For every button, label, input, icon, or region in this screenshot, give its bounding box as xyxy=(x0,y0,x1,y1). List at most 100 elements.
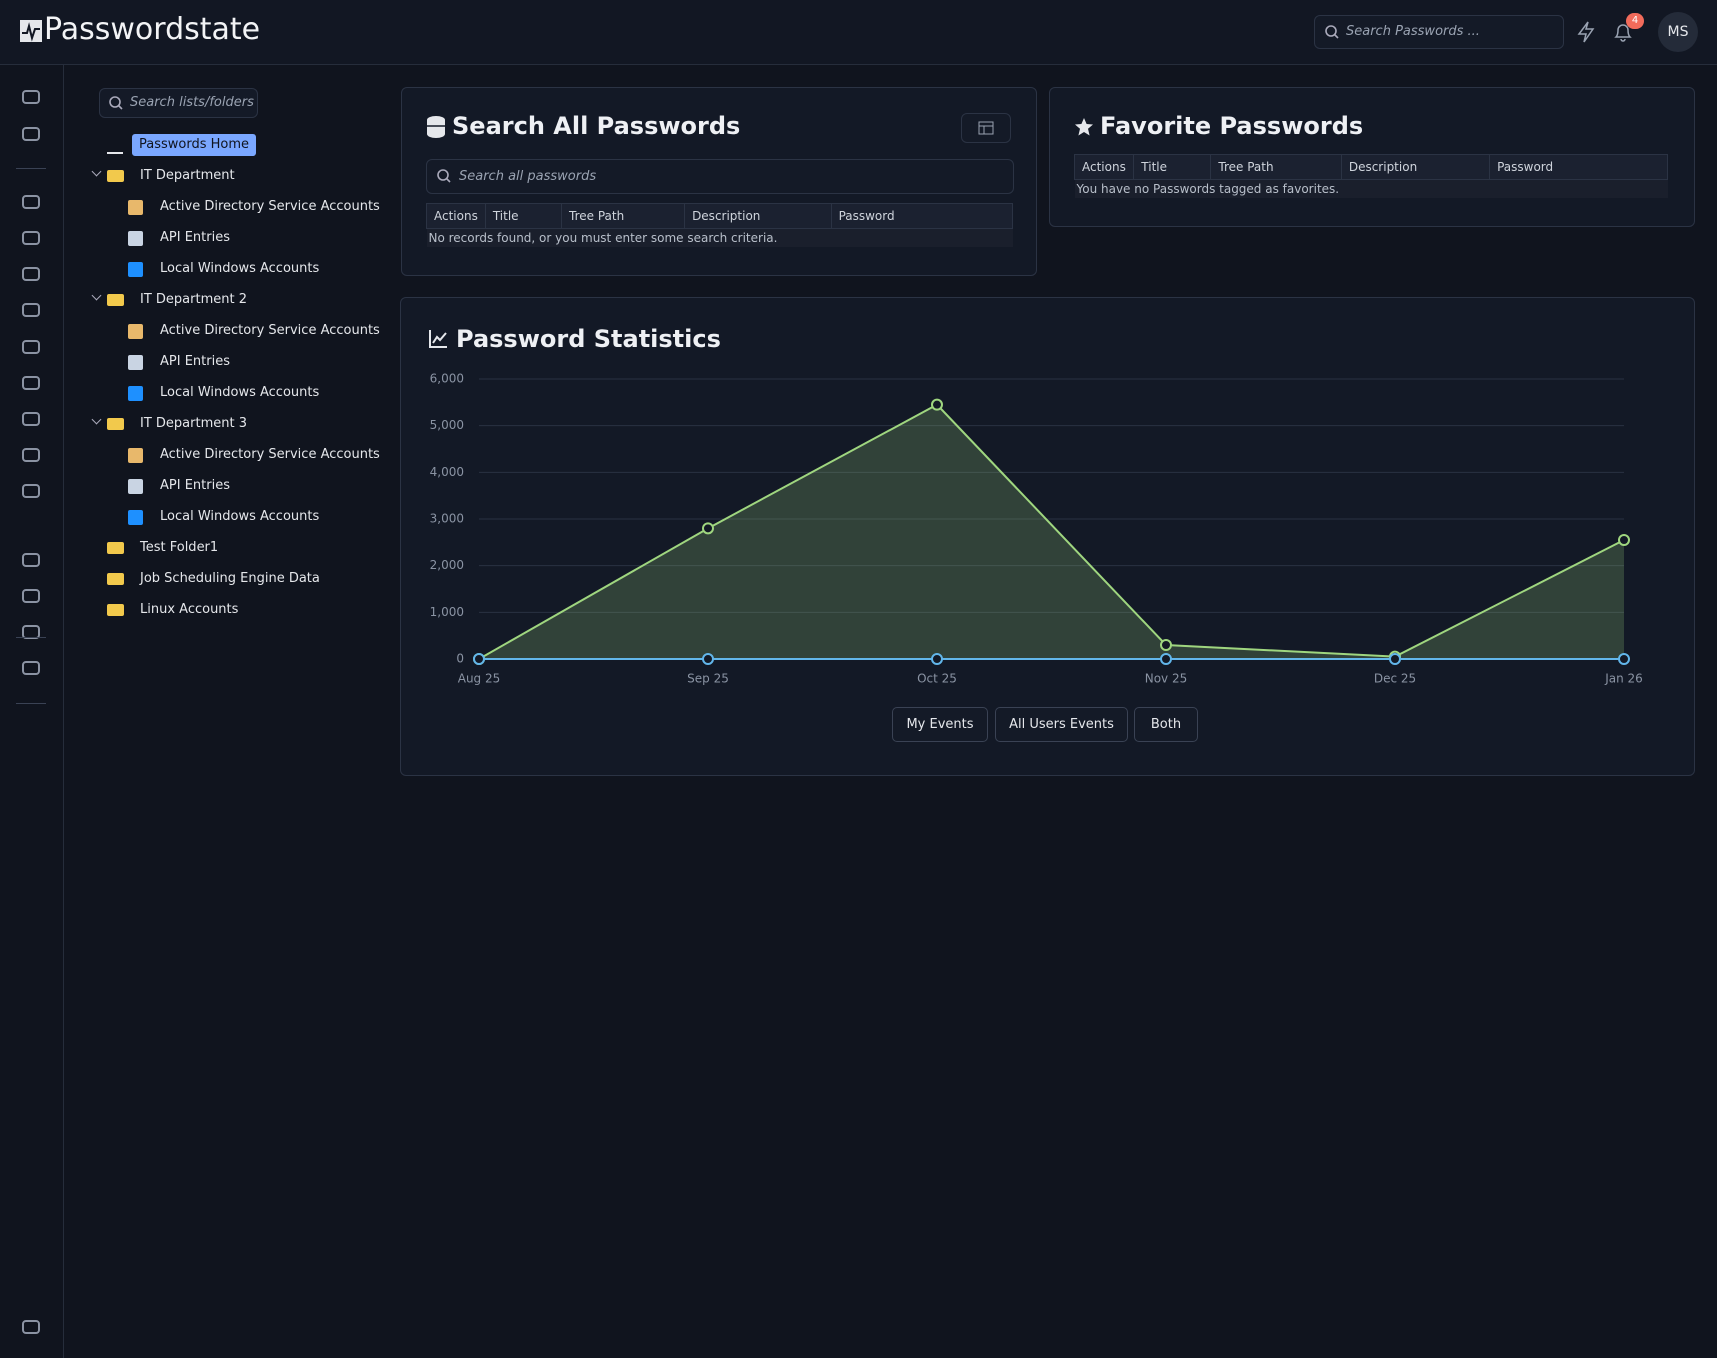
tree-label: Local Windows Accounts xyxy=(160,509,320,524)
nav-icon[interactable] xyxy=(22,340,40,354)
filter-button[interactable]: All Users Events xyxy=(995,707,1128,742)
logo: Passwordstate xyxy=(44,12,261,47)
tree-item[interactable]: Local Windows Accounts xyxy=(63,258,383,280)
point xyxy=(931,653,943,665)
y-tick-label: 1,000 xyxy=(430,605,464,619)
nav-icon[interactable] xyxy=(22,127,40,141)
tree-item[interactable]: IT Department 2 xyxy=(63,289,383,311)
y-tick-label: 4,000 xyxy=(430,465,464,479)
nav-icon[interactable] xyxy=(22,589,40,603)
column-header[interactable]: Title xyxy=(484,203,563,229)
table-header: Actions Title Tree Path Description Password xyxy=(426,203,1014,229)
database-icon xyxy=(427,116,445,138)
tree-label: Active Directory Service Accounts xyxy=(160,323,380,338)
stats-panel: Password Statistics xyxy=(400,297,1695,776)
notification-badge: 4 xyxy=(1626,13,1644,29)
tree-item[interactable]: Local Windows Accounts xyxy=(63,382,383,404)
nav-icon[interactable] xyxy=(22,625,40,639)
tree-item[interactable]: Passwords Home xyxy=(63,134,383,156)
nav-icon[interactable] xyxy=(22,303,40,317)
chart-icon xyxy=(429,330,447,348)
nav-icon[interactable] xyxy=(22,231,40,245)
column-header[interactable]: Description xyxy=(1340,154,1491,180)
divider xyxy=(16,703,46,704)
tree-label: Local Windows Accounts xyxy=(160,261,320,276)
bell-icon[interactable] xyxy=(1612,21,1634,43)
tree-label: IT Department xyxy=(140,168,235,183)
tree-item[interactable]: Active Directory Service Accounts xyxy=(63,196,383,218)
point xyxy=(1618,534,1630,546)
column-header[interactable]: Password xyxy=(1489,154,1668,180)
global-search[interactable]: Search Passwords ... xyxy=(1314,15,1564,49)
folder-icon xyxy=(107,573,124,585)
nav-icon[interactable] xyxy=(22,484,40,498)
column-header[interactable]: Tree Path xyxy=(561,203,686,229)
tree-item[interactable]: Test Folder1 xyxy=(63,537,383,559)
y-tick-label: 6,000 xyxy=(430,372,464,386)
table-row: No records found, or you must enter some… xyxy=(426,228,1013,247)
search-icon xyxy=(437,169,451,183)
columns-button[interactable] xyxy=(961,113,1011,143)
nav-icon[interactable] xyxy=(22,267,40,281)
divider xyxy=(16,637,46,638)
filter-button[interactable]: My Events xyxy=(892,707,988,742)
point xyxy=(1389,653,1401,665)
column-header[interactable]: Tree Path xyxy=(1210,154,1342,180)
tree-item[interactable]: API Entries xyxy=(63,351,383,373)
password-search[interactable]: Search all passwords xyxy=(426,159,1014,194)
nav-icon[interactable] xyxy=(22,195,40,209)
tree-item[interactable]: Job Scheduling Engine Data xyxy=(63,568,383,590)
column-header[interactable]: Title xyxy=(1133,154,1212,180)
tree-item[interactable]: Local Windows Accounts xyxy=(63,506,383,528)
nav-icon[interactable] xyxy=(22,661,40,675)
point xyxy=(702,653,714,665)
tree-label: Passwords Home xyxy=(132,134,257,156)
tree-item[interactable]: IT Department xyxy=(63,165,383,187)
list-icon xyxy=(128,200,143,215)
tree-item[interactable]: API Entries xyxy=(63,475,383,497)
search-icon xyxy=(109,96,123,110)
panel-title: Password Statistics xyxy=(456,325,721,353)
top-bar: Passwordstate Search Passwords ... 4 MS xyxy=(0,0,1717,65)
tree-item[interactable]: Linux Accounts xyxy=(63,599,383,621)
tree-label: Job Scheduling Engine Data xyxy=(140,571,320,586)
tree-label: API Entries xyxy=(160,230,230,245)
tree-item[interactable]: Active Directory Service Accounts xyxy=(63,320,383,342)
tree-item[interactable]: IT Department 3 xyxy=(63,413,383,435)
column-header[interactable]: Actions xyxy=(1073,154,1135,180)
table: Actions Title Tree Path Description Password… xyxy=(426,203,1014,247)
lightning-icon[interactable] xyxy=(1576,21,1596,43)
filter-button[interactable]: Both xyxy=(1134,707,1198,742)
nav-icon[interactable] xyxy=(22,90,40,104)
point xyxy=(1160,639,1172,651)
tree-label: Active Directory Service Accounts xyxy=(160,447,380,462)
list-icon xyxy=(128,231,143,246)
column-header[interactable]: Actions xyxy=(426,203,486,229)
nav-icon[interactable] xyxy=(22,1320,40,1334)
nav-icon[interactable] xyxy=(22,412,40,426)
line xyxy=(478,403,1625,660)
x-tick-label: Sep 25 xyxy=(687,672,729,686)
search-placeholder: Search Passwords ... xyxy=(1346,24,1480,39)
table-header: Actions Title Tree Path Description Password xyxy=(1073,154,1668,180)
tree-search[interactable]: Search lists/folders xyxy=(99,88,258,118)
search-placeholder: Search all passwords xyxy=(459,169,597,184)
column-header[interactable]: Description xyxy=(684,203,832,229)
y-tick-label: 5,000 xyxy=(430,418,464,432)
y-tick-label: 3,000 xyxy=(430,512,464,526)
tree-label: IT Department 3 xyxy=(140,416,247,431)
divider xyxy=(16,168,46,169)
nav-icon[interactable] xyxy=(22,553,40,567)
nav-icon[interactable] xyxy=(22,376,40,390)
column-header[interactable]: Password xyxy=(830,203,1014,229)
point xyxy=(702,522,714,535)
favorites-panel: Favorite Passwords Actions Title Tree Path… xyxy=(1049,87,1695,227)
list-icon xyxy=(128,386,143,401)
nav-icon[interactable] xyxy=(22,448,40,462)
tree-item[interactable]: API Entries xyxy=(63,227,383,249)
x-tick-label: Jan 26 xyxy=(1604,672,1643,686)
user-avatar[interactable]: MS xyxy=(1658,12,1698,52)
x-tick-label: Oct 25 xyxy=(917,672,957,686)
tree-item[interactable]: Active Directory Service Accounts xyxy=(63,444,383,466)
